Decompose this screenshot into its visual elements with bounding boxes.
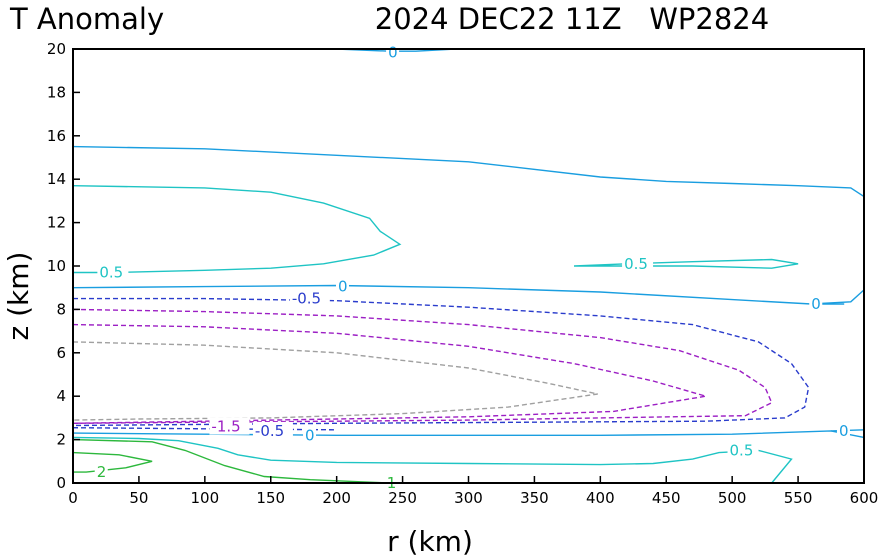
contour-line bbox=[72, 297, 810, 427]
x-tick-label: 100 bbox=[191, 489, 220, 507]
contour-label-bg bbox=[335, 277, 349, 295]
contour-line bbox=[72, 427, 337, 431]
x-tick-label: 350 bbox=[520, 489, 549, 507]
x-tick-label: 200 bbox=[322, 489, 351, 507]
chart-title-left: T Anomaly bbox=[9, 2, 164, 36]
contour-line bbox=[72, 185, 402, 274]
x-tick-label: 0 bbox=[68, 489, 78, 507]
x-tick-label: 150 bbox=[256, 489, 285, 507]
contour-line bbox=[72, 145, 865, 198]
contour-line bbox=[72, 430, 865, 439]
x-axis-ticks: 0 50 100 150 200 250 300 350 400 450 500 550 600 bbox=[68, 476, 878, 507]
contour-label: 0 bbox=[388, 43, 398, 61]
contour-label-bg bbox=[303, 426, 317, 444]
x-tick-label: 500 bbox=[718, 489, 747, 507]
contour-label: 0 bbox=[811, 295, 821, 313]
contour-label: 0.5 bbox=[99, 264, 123, 282]
contour-line bbox=[72, 308, 773, 424]
contour-label: 0 bbox=[338, 278, 348, 296]
contour-line bbox=[72, 284, 865, 305]
contour-line bbox=[72, 341, 598, 421]
y-tick-label: 12 bbox=[47, 214, 66, 232]
y-tick-label: 10 bbox=[47, 257, 66, 275]
y-tick-label: 14 bbox=[47, 170, 66, 188]
y-axis-label: z (km) bbox=[2, 252, 35, 341]
y-tick-label: 4 bbox=[56, 387, 66, 405]
x-tick-label: 600 bbox=[850, 489, 879, 507]
x-axis-label: r (km) bbox=[387, 525, 473, 558]
contour-line bbox=[72, 323, 706, 424]
x-tick-label: 450 bbox=[652, 489, 681, 507]
contour-label-bg bbox=[94, 463, 108, 481]
contour-label: 0 bbox=[305, 426, 315, 444]
y-tick-label: 16 bbox=[47, 127, 66, 145]
contour-label: 0.5 bbox=[730, 441, 754, 459]
y-tick-label: 2 bbox=[56, 431, 66, 449]
contour-label: -1.5 bbox=[211, 418, 240, 436]
contour-label-bg bbox=[252, 421, 293, 439]
contour-label-bg bbox=[836, 421, 850, 439]
contour-label-bg bbox=[97, 263, 129, 281]
y-tick-label: 0 bbox=[56, 474, 66, 492]
contour-label: -0.5 bbox=[255, 422, 284, 440]
contour-label: 2 bbox=[97, 463, 107, 481]
x-tick-label: 50 bbox=[129, 489, 148, 507]
y-tick-label: 6 bbox=[56, 344, 66, 362]
contour-line bbox=[72, 436, 793, 484]
contour-line bbox=[573, 258, 799, 269]
contour-label-bg bbox=[209, 417, 250, 435]
contour-label-bg bbox=[727, 441, 759, 459]
contour-lines bbox=[72, 48, 865, 484]
contour-line bbox=[72, 438, 390, 484]
y-tick-label: 8 bbox=[56, 300, 66, 318]
y-tick-label: 20 bbox=[47, 40, 66, 58]
y-tick-label: 18 bbox=[47, 83, 66, 101]
contour-labels: 00.5 0.500-0.5-1.5 -0.5 0 00.512 bbox=[94, 43, 850, 492]
contour-label-bg bbox=[386, 43, 400, 61]
contour-label-bg bbox=[622, 254, 654, 272]
x-tick-label: 550 bbox=[784, 489, 813, 507]
y-axis-ticks: 0 2 4 6 8 10 12 14 16 18 20 bbox=[47, 40, 80, 492]
contour-line bbox=[336, 48, 456, 52]
contour-label-bg bbox=[809, 294, 823, 312]
x-tick-label: 300 bbox=[454, 489, 483, 507]
contour-label-bg bbox=[289, 289, 330, 307]
x-tick-label: 400 bbox=[586, 489, 615, 507]
contour-line bbox=[72, 451, 153, 473]
plot-frame bbox=[72, 48, 865, 484]
contour-label: 0 bbox=[839, 422, 849, 440]
contour-label: -0.5 bbox=[292, 290, 321, 308]
chart-title-right: 2024 DEC22 11Z WP2824 bbox=[375, 2, 769, 36]
contour-label: 0.5 bbox=[624, 255, 648, 273]
x-tick-label: 250 bbox=[388, 489, 417, 507]
